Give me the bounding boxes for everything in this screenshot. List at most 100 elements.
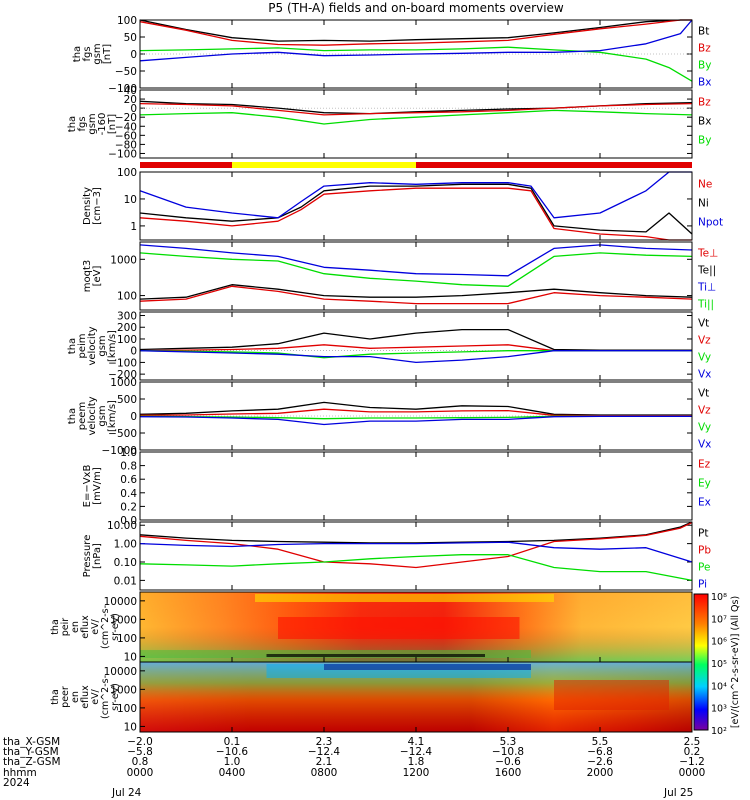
ytick-label: 100 xyxy=(117,167,137,179)
ylabel-line: [km/s] xyxy=(107,400,118,432)
colorbar-tick-label: 10² xyxy=(711,726,727,737)
ylabel-line: [mV/m] xyxy=(92,467,103,505)
panel-frame xyxy=(139,311,693,381)
xaxis-value: 2.3 xyxy=(316,736,333,748)
ytick-label: −100 xyxy=(108,357,137,369)
ylabel-line: gsm xyxy=(92,43,103,64)
panel-6: 1000 500 0 −500 −1000 tha peem velocity gsm [km/s… xyxy=(67,377,711,457)
ytick-label: 20 xyxy=(124,94,137,106)
legend-Vy: Vy xyxy=(698,422,711,434)
legend-Bx: Bx xyxy=(698,116,711,128)
xaxis-value: −5.8 xyxy=(127,746,153,758)
series-line-Vx xyxy=(139,415,692,426)
ytick-label: 0 xyxy=(130,346,137,358)
ylabel-line: [eV] xyxy=(92,266,103,287)
legend-By: By xyxy=(698,135,711,147)
colorbar-tick-label: 10⁴ xyxy=(711,681,727,692)
ytick-label: 1000 xyxy=(110,684,137,696)
ylabel-line: tha xyxy=(67,116,78,132)
ylabel-line: [nT] xyxy=(107,114,118,134)
ytick-label: −1000 xyxy=(101,445,137,457)
series-line-Bt xyxy=(139,19,692,42)
ylabel-line: peir xyxy=(60,618,71,637)
ytick-label: 0.2 xyxy=(120,501,137,513)
ytick-label: 10 xyxy=(124,651,137,663)
xaxis-value: 0.8 xyxy=(132,756,149,768)
panel-frame xyxy=(139,451,693,521)
xaxis-value: Jul 25 xyxy=(663,787,693,799)
series-line-Bz xyxy=(139,102,693,116)
ylabel-line: gsm xyxy=(97,405,108,426)
ytick-label: 0 xyxy=(130,49,137,61)
xaxis-value: 2.5 xyxy=(684,736,701,748)
xaxis-value: −6.8 xyxy=(587,746,613,758)
ytick-label: −40 xyxy=(115,121,137,133)
ylabel-line: tha xyxy=(67,408,78,424)
xaxis-value: 0.1 xyxy=(224,736,241,748)
ytick-label: 10 xyxy=(124,721,137,733)
ylabel-line: E=−VxB xyxy=(82,465,93,508)
xaxis-value: −1.2 xyxy=(679,756,705,768)
series-line-Ni xyxy=(139,183,693,235)
spectrogram-1: 10000 1000 100 10 tha peir en eflux eV/(cm^2-s-s… xyxy=(50,591,693,663)
ytick-label: 0.01 xyxy=(114,575,137,587)
ytick-label: 0 xyxy=(130,103,137,115)
ylabel-line: moqt3 xyxy=(82,260,93,293)
ytick-label: −80 xyxy=(115,139,137,151)
mode-bar-segment xyxy=(232,162,416,168)
ytick-label: 1000 xyxy=(110,614,137,626)
spectrogram-band xyxy=(266,654,485,657)
ylabel-line: en xyxy=(70,621,81,633)
ytick-label: 0.8 xyxy=(120,461,137,473)
ylabel-line: velocity xyxy=(87,326,98,365)
ytick-label: 1 xyxy=(130,221,137,233)
xaxis-value: −2.6 xyxy=(587,756,613,768)
series-line-Pe xyxy=(139,554,693,582)
ytick-label: 10 xyxy=(124,194,137,206)
xaxis-value: 1600 xyxy=(495,767,522,779)
ytick-label: 100 xyxy=(117,703,137,715)
ytick-label: 10000 xyxy=(104,666,137,678)
series-line-Npot xyxy=(139,171,692,219)
ytick-label: 10.00 xyxy=(107,520,137,532)
ytick-label: −100 xyxy=(108,148,137,160)
legend-Ey: Ey xyxy=(698,478,711,490)
legend-Bz: Bz xyxy=(698,97,711,109)
panel-7: 1.0 0.80.6 0.40.2 0.0 E=−VxB [mV/m] Ez Ey Ex xyxy=(82,447,711,527)
legend-Bz: Bz xyxy=(698,43,711,55)
ytick-label: 50 xyxy=(124,32,137,44)
xaxis-value: 0400 xyxy=(219,767,246,779)
xaxis-value: 2.1 xyxy=(316,756,333,768)
ylabel-line: eV/ xyxy=(90,618,101,634)
xaxis-value: −12.4 xyxy=(400,746,432,758)
series-line-Ti⊥ xyxy=(139,244,693,277)
ylabel-line: velocity xyxy=(87,396,98,435)
xaxis-value: −12.4 xyxy=(308,746,340,758)
ylabel-line: eflux xyxy=(80,615,91,639)
spectrogram-band xyxy=(554,680,669,710)
spectrogram-band xyxy=(278,617,520,639)
ylabel-line: tha xyxy=(67,338,78,354)
legend-Vz: Vz xyxy=(698,335,711,347)
series-line-Bx xyxy=(139,19,693,62)
legend-Pi: Pi xyxy=(698,579,707,591)
xaxis-value: 0000 xyxy=(679,767,706,779)
xaxis-value: 0000 xyxy=(127,767,154,779)
ytick-label: 40 xyxy=(124,85,137,97)
ylabel-line: [nT] xyxy=(102,44,113,64)
ylabel-line: eV/ xyxy=(90,688,101,704)
ytick-label: 0.6 xyxy=(120,474,137,486)
legend-Ni: Ni xyxy=(698,198,709,210)
ylabel-line: [cm−3] xyxy=(92,187,103,225)
ylabel-line: tha xyxy=(50,689,61,705)
ylabel-line: gsm xyxy=(87,113,98,134)
xaxis-row-label: 2024 xyxy=(3,777,30,789)
legend-Ti||: Ti|| xyxy=(697,299,714,311)
ytick-label: 10000 xyxy=(104,596,137,608)
colorbar xyxy=(693,593,709,731)
legend-Ti⊥: Ti⊥ xyxy=(697,282,716,294)
xaxis-row-label: tha_X-GSM xyxy=(3,736,60,748)
legend-By: By xyxy=(698,60,711,72)
xaxis-row-label: hhmm xyxy=(3,767,37,779)
